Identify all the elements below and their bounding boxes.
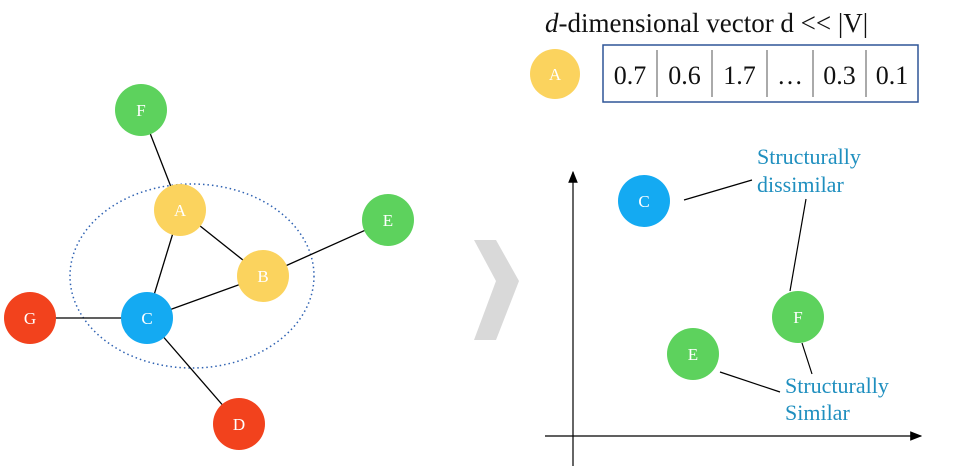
graph-nodes: F A E B G C D xyxy=(4,84,414,450)
graph-edges xyxy=(30,109,389,425)
embedding-node-f: F xyxy=(772,291,824,343)
svg-text:F: F xyxy=(793,308,802,327)
graph-node-b: B xyxy=(237,250,289,302)
embedding-node-e: E xyxy=(667,328,719,380)
svg-text:F: F xyxy=(136,101,145,120)
svg-text:D: D xyxy=(233,415,245,434)
annotation-dissimilar-line1: Structurally xyxy=(757,144,861,169)
graph-node-a: A xyxy=(154,184,206,236)
vector-node-a: A xyxy=(530,49,580,99)
vector-value-0: 0.7 xyxy=(614,61,647,90)
vector-value-5: 0.1 xyxy=(876,61,909,90)
annotation-dissimilar-line2: dissimilar xyxy=(757,172,844,197)
graph-node-e: E xyxy=(362,194,414,246)
annotation-lines xyxy=(683,179,813,393)
svg-text:B: B xyxy=(257,267,268,286)
svg-text:C: C xyxy=(141,309,152,328)
annotation-similar-line2: Similar xyxy=(785,400,850,425)
neighborhood-ellipse xyxy=(69,183,315,369)
svg-text:A: A xyxy=(549,65,562,84)
graph-node-f: F xyxy=(115,84,167,136)
vector-value-2: 1.7 xyxy=(723,61,756,90)
embedding-nodes: C F E xyxy=(618,175,824,380)
svg-text:A: A xyxy=(174,201,187,220)
vector-value-1: 0.6 xyxy=(668,61,701,90)
vector-title: d-dimensional vector d << |V| xyxy=(545,8,868,38)
svg-text:G: G xyxy=(24,309,36,328)
vector-value-4: 0.3 xyxy=(823,61,856,90)
embedding-axes xyxy=(545,170,923,466)
annotation-similar-line1: Structurally xyxy=(785,373,889,398)
embedding-vector: 0.7 0.6 1.7 … 0.3 0.1 xyxy=(602,44,919,103)
graph-node-d: D xyxy=(213,398,265,450)
graph-node-c: C xyxy=(121,292,173,344)
transition-arrow-icon xyxy=(474,240,519,340)
vector-value-3: … xyxy=(777,61,803,90)
svg-text:E: E xyxy=(688,345,698,364)
graph-node-g: G xyxy=(4,292,56,344)
svg-text:C: C xyxy=(638,192,649,211)
embedding-node-c: C xyxy=(618,175,670,227)
svg-text:E: E xyxy=(383,211,393,230)
